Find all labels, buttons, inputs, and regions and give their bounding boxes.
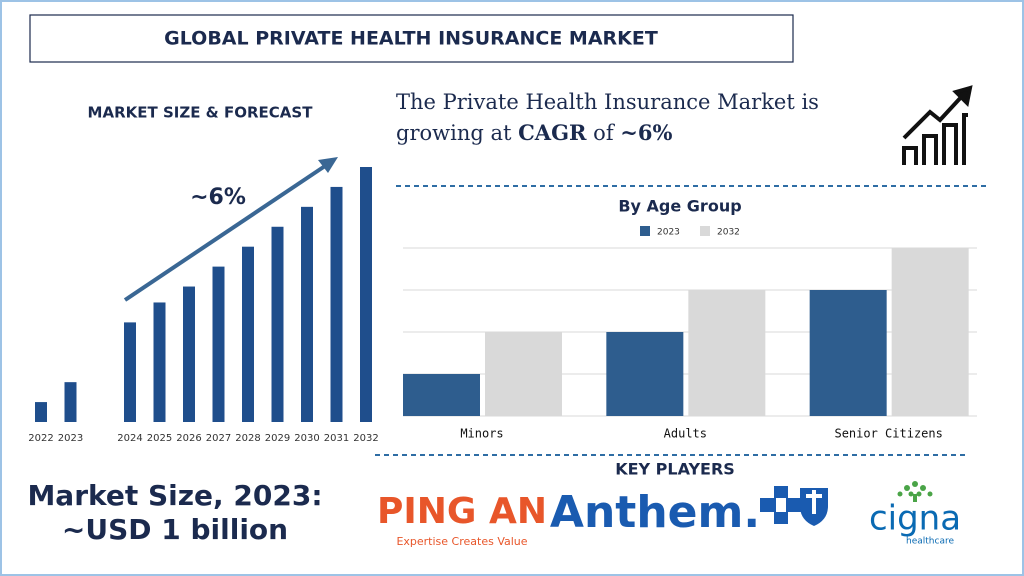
logo-anthem: Anthem. xyxy=(550,487,760,538)
headline-emphasis: CAGR xyxy=(518,120,587,145)
bar xyxy=(330,186,343,422)
bar xyxy=(153,302,166,422)
legend-swatch xyxy=(640,226,650,236)
legend-label: 2023 xyxy=(657,228,680,238)
x-tick-label: 2031 xyxy=(324,433,349,444)
headline: The Private Health Insurance Market is xyxy=(396,90,819,114)
headline-text: of xyxy=(587,121,621,145)
legend-label: 2032 xyxy=(717,228,740,238)
anthem-emblem xyxy=(760,486,828,526)
bar xyxy=(35,402,47,422)
bar xyxy=(212,266,225,422)
logo-cigna: cigna xyxy=(869,499,961,539)
bar xyxy=(688,290,766,416)
bar xyxy=(485,332,562,416)
bar xyxy=(360,167,372,422)
x-tick-label: 2029 xyxy=(265,433,290,444)
x-tick-label: 2030 xyxy=(294,433,319,444)
bar xyxy=(242,246,254,422)
headline-text: growing at xyxy=(396,121,518,145)
bar xyxy=(809,290,887,416)
headline-emphasis: ~6% xyxy=(620,120,672,145)
market-size-label: Market Size, 2023: xyxy=(27,479,322,512)
headline-text: The Private Health Insurance Market is xyxy=(396,90,819,114)
x-tick-label: Adults xyxy=(664,427,707,441)
logo-ping-an: PING AN xyxy=(377,491,547,532)
x-tick-label: 2024 xyxy=(117,433,142,444)
trend-arrow xyxy=(123,162,330,302)
cigna-tree xyxy=(897,481,933,502)
growth-annotation: ~6% xyxy=(190,185,246,210)
chart-title: MARKET SIZE & FORECAST xyxy=(88,104,314,122)
x-tick-label: 2026 xyxy=(176,433,201,444)
bar xyxy=(271,226,284,422)
title-box xyxy=(29,14,794,63)
logo-tagline: Expertise Creates Value xyxy=(396,535,527,548)
x-tick-label: Minors xyxy=(460,427,503,441)
x-tick-label: Senior Citizens xyxy=(834,427,942,441)
logo-tagline: healthcare xyxy=(906,537,954,547)
bar xyxy=(183,286,195,422)
age-group-chart: 2023 2032 Minors Adults Senior Citizens xyxy=(403,226,977,441)
headline: growing at CAGR of ~6% xyxy=(396,120,672,145)
section-title: KEY PLAYERS xyxy=(615,460,735,479)
forecast-chart: 2022 2023 2024 2025 2026 2027 2028 2029 2030 2031… xyxy=(28,167,379,444)
bar xyxy=(606,332,684,416)
growth-icon xyxy=(902,85,973,165)
page-title: GLOBAL PRIVATE HEALTH INSURANCE MARKET xyxy=(164,28,658,50)
trend-arrowhead xyxy=(318,157,338,173)
chart-title: By Age Group xyxy=(618,197,741,216)
bar xyxy=(891,248,969,416)
x-tick-label: 2023 xyxy=(58,433,83,444)
x-tick-label: 2027 xyxy=(206,433,231,444)
x-tick-label: 2028 xyxy=(235,433,260,444)
bar xyxy=(403,374,480,416)
legend-swatch xyxy=(700,226,710,236)
market-size-value: ~USD 1 billion xyxy=(62,513,288,546)
x-tick-label: 2022 xyxy=(28,433,53,444)
bar xyxy=(124,322,136,422)
bar xyxy=(64,382,77,422)
bar xyxy=(301,206,313,422)
x-tick-label: 2032 xyxy=(353,433,378,444)
x-tick-label: 2025 xyxy=(147,433,172,444)
